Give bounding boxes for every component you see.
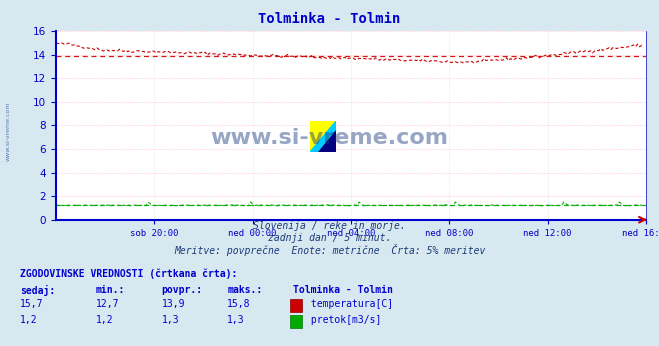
Text: 15,8: 15,8 (227, 299, 251, 309)
Text: min.:: min.: (96, 285, 125, 295)
Text: 12,7: 12,7 (96, 299, 119, 309)
Text: 1,3: 1,3 (161, 315, 179, 325)
Text: temperatura[C]: temperatura[C] (305, 299, 393, 309)
Text: www.si-vreme.com: www.si-vreme.com (5, 102, 11, 161)
Polygon shape (310, 121, 336, 152)
Text: povpr.:: povpr.: (161, 285, 202, 295)
Text: www.si-vreme.com: www.si-vreme.com (210, 128, 449, 148)
Text: zadnji dan / 5 minut.: zadnji dan / 5 minut. (268, 233, 391, 243)
Text: 1,2: 1,2 (96, 315, 113, 325)
Text: ZGODOVINSKE VREDNOSTI (črtkana črta):: ZGODOVINSKE VREDNOSTI (črtkana črta): (20, 268, 237, 279)
Text: 15,7: 15,7 (20, 299, 43, 309)
Text: pretok[m3/s]: pretok[m3/s] (305, 315, 382, 325)
Text: 13,9: 13,9 (161, 299, 185, 309)
Text: Meritve: povprečne  Enote: metrične  Črta: 5% meritev: Meritve: povprečne Enote: metrične Črta:… (174, 244, 485, 256)
Text: 1,3: 1,3 (227, 315, 245, 325)
Text: sedaj:: sedaj: (20, 285, 55, 296)
Text: Tolminka - Tolmin: Tolminka - Tolmin (293, 285, 393, 295)
Text: 1,2: 1,2 (20, 315, 38, 325)
Text: Slovenija / reke in morje.: Slovenija / reke in morje. (253, 221, 406, 231)
Text: maks.:: maks.: (227, 285, 262, 295)
Polygon shape (310, 121, 336, 152)
Polygon shape (318, 130, 336, 152)
Text: Tolminka - Tolmin: Tolminka - Tolmin (258, 12, 401, 26)
